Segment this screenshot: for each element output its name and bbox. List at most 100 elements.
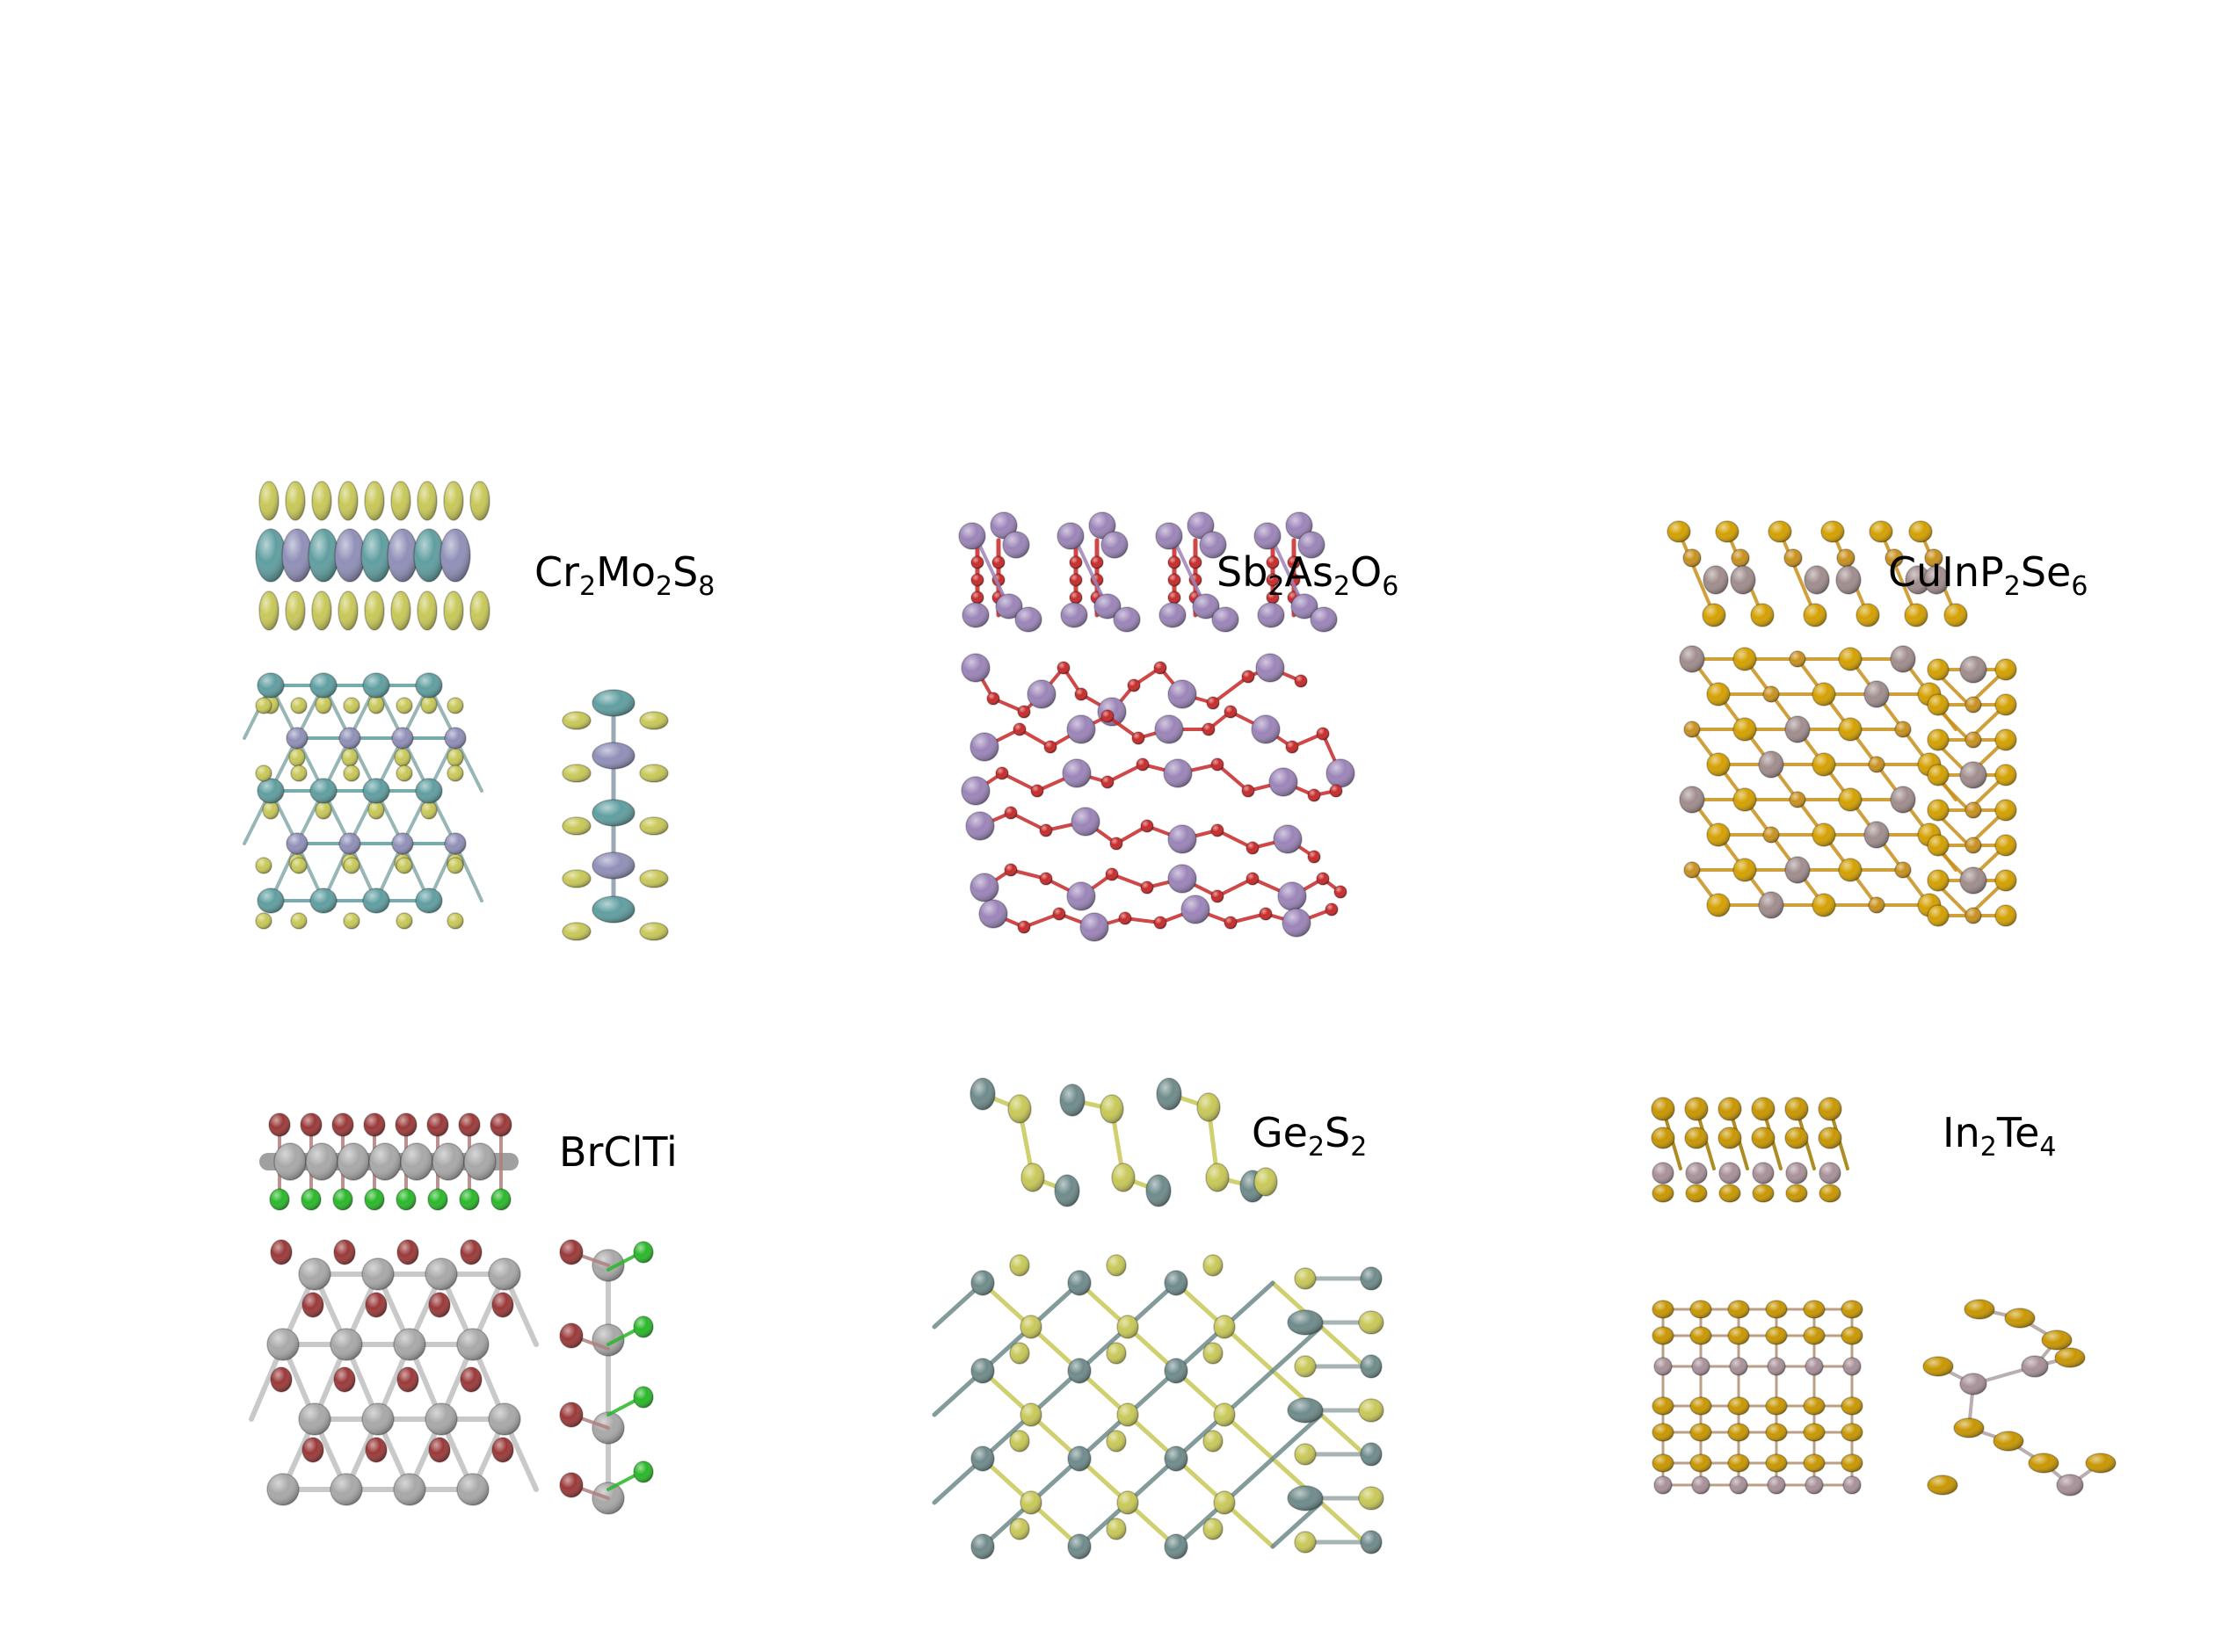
te-atom (1765, 1423, 1788, 1442)
sb-atom (958, 522, 986, 550)
ti-atom (393, 1473, 426, 1506)
s-atom (1106, 1342, 1127, 1365)
s-atom (1020, 1490, 1042, 1515)
sulfur-atom (315, 695, 332, 714)
ti-atom (273, 1142, 307, 1181)
metal-atom (415, 778, 443, 804)
cl-atom (459, 1188, 480, 1211)
sulfur-atom (290, 912, 308, 930)
sulfur-atom (562, 764, 592, 783)
sulfur-atom (443, 591, 464, 631)
oxygen-atom (1140, 819, 1154, 833)
bond (1022, 912, 1061, 929)
metal-atom (362, 672, 390, 699)
oxygen-atom (1167, 591, 1181, 605)
te-atom (1751, 1127, 1776, 1149)
bond (1778, 530, 1817, 617)
te-atom (1652, 1184, 1674, 1203)
oxygen-atom (1069, 591, 1083, 605)
pnictogen-atom (1282, 908, 1311, 938)
se-atom (1812, 752, 1836, 777)
in-atom (1767, 1475, 1786, 1495)
sulfur-atom (469, 591, 490, 631)
metal-atom (309, 778, 338, 804)
oxygen-atom (1224, 916, 1238, 930)
oxygen-atom (1004, 863, 1018, 877)
oxygen-atom (1245, 841, 1260, 855)
ge-atom (970, 1077, 996, 1111)
sb-atom (1253, 522, 1282, 550)
sulfur-atom (341, 748, 359, 767)
br-atom (270, 1366, 293, 1393)
te-atom (1803, 1326, 1826, 1345)
sulfur-atom (420, 801, 438, 820)
in-atom (1805, 1475, 1824, 1495)
br-atom (268, 1112, 291, 1137)
oxygen-atom (1285, 740, 1299, 754)
p-atom (1894, 861, 1912, 879)
metal-atom (1758, 750, 1784, 779)
se-atom (1927, 904, 1950, 927)
in-atom (2056, 1474, 2084, 1496)
metal-atom (1679, 645, 1705, 673)
metal-atom (362, 778, 390, 804)
pnictogen-atom (1167, 679, 1197, 709)
br-atom (300, 1112, 323, 1137)
oxygen-atom (1333, 885, 1347, 899)
se-atom (1994, 693, 2017, 716)
metal-atom (257, 778, 285, 804)
metal-atom (1959, 656, 1987, 684)
formula-label-sb2as2o6: Sb2As2O6 (1216, 548, 1399, 602)
sulfur-atom (396, 857, 413, 874)
metal-atom (1784, 715, 1811, 743)
se-atom (1702, 603, 1726, 627)
ti-atom (266, 1328, 300, 1361)
s-atom (1213, 1315, 1236, 1339)
sulfur-atom (447, 697, 464, 714)
pnictogen-atom (1268, 767, 1298, 797)
te-atom (1689, 1396, 1712, 1416)
oxygen-atom (1294, 674, 1308, 688)
oxygen-atom (1307, 788, 1321, 802)
formula-label-in2te4: In2Te4 (1943, 1109, 2057, 1163)
pnictogen-atom (1066, 714, 1096, 744)
te-atom (1684, 1127, 1709, 1149)
pnictogen-atom (1154, 714, 1184, 744)
in-atom (1923, 565, 1950, 595)
s-atom (1358, 1486, 1384, 1511)
s-atom (1020, 1163, 1045, 1192)
sulfur-atom (290, 857, 308, 874)
br-atom (363, 1112, 386, 1137)
cu-atom (1703, 565, 1729, 595)
se-atom (1812, 822, 1836, 847)
te-atom (1652, 1453, 1674, 1473)
se-atom (1869, 520, 1893, 543)
oxygen-atom (991, 555, 1006, 569)
metal-atom (444, 832, 467, 855)
ge-atom (1164, 1446, 1188, 1472)
se-atom (1908, 520, 1933, 543)
panel-ge2s2 (932, 1077, 1384, 1560)
s-atom (1202, 1254, 1224, 1277)
oxygen-atom (970, 591, 984, 605)
oxygen-atom (1057, 661, 1071, 675)
te-atom (1841, 1453, 1863, 1473)
sulfur-atom (469, 481, 490, 521)
pnictogen-atom (1167, 864, 1197, 894)
sulfur-atom (394, 748, 411, 767)
sulfur-atom (562, 816, 592, 836)
as-atom (1060, 602, 1088, 628)
p-atom (1964, 801, 1982, 819)
se-atom (1706, 752, 1731, 777)
te-atom (1803, 1453, 1826, 1473)
ge-atom (1067, 1358, 1092, 1384)
ti-atom (425, 1257, 458, 1291)
metal-atom (309, 672, 338, 699)
oxygen-atom (1202, 722, 1216, 736)
oxygen-atom (1266, 555, 1280, 569)
te-atom (1841, 1396, 1863, 1416)
se-atom (1994, 904, 2017, 927)
sulfur-atom (258, 481, 280, 521)
te-atom (1651, 1097, 1675, 1121)
sulfur-atom (562, 922, 592, 941)
